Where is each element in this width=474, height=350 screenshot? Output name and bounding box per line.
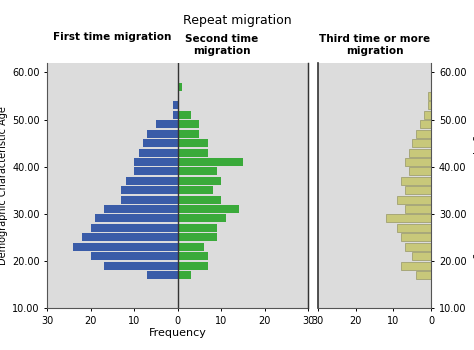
Bar	[173, 102, 178, 110]
Bar	[178, 224, 217, 232]
Bar	[178, 196, 221, 204]
Bar	[178, 215, 226, 223]
Bar	[82, 233, 178, 242]
Bar	[397, 196, 431, 204]
Bar	[401, 261, 431, 270]
Bar	[428, 92, 431, 100]
Bar	[134, 167, 178, 175]
Bar	[386, 215, 431, 223]
Bar	[126, 177, 178, 185]
Bar	[178, 177, 221, 185]
Y-axis label: Demographic Characteristic Age: Demographic Characteristic Age	[472, 106, 474, 265]
Bar	[139, 148, 178, 156]
Bar	[401, 233, 431, 242]
Bar	[424, 111, 431, 119]
Bar	[121, 196, 178, 204]
Bar	[420, 120, 431, 128]
Bar	[178, 148, 208, 156]
Bar	[121, 186, 178, 194]
Bar	[178, 252, 208, 260]
Bar	[104, 261, 178, 270]
Bar	[95, 215, 178, 223]
Bar	[178, 243, 204, 251]
Bar	[412, 139, 431, 147]
Bar	[178, 130, 200, 138]
Bar	[178, 83, 182, 91]
Bar	[104, 205, 178, 213]
Bar	[178, 205, 238, 213]
Bar	[178, 186, 212, 194]
Bar	[401, 177, 431, 185]
Bar	[178, 261, 208, 270]
Bar	[178, 233, 217, 242]
Bar	[397, 224, 431, 232]
Bar	[156, 120, 178, 128]
Bar	[91, 252, 178, 260]
Bar	[143, 139, 178, 147]
Bar	[178, 139, 208, 147]
Bar	[428, 102, 431, 110]
Bar	[134, 158, 178, 166]
Bar	[405, 243, 431, 251]
Bar	[409, 167, 431, 175]
Bar	[73, 243, 178, 251]
Bar	[178, 120, 200, 128]
Bar	[416, 130, 431, 138]
Bar	[173, 111, 178, 119]
Bar	[147, 130, 178, 138]
Bar	[412, 252, 431, 260]
X-axis label: Frequency: Frequency	[149, 328, 207, 338]
Bar	[178, 271, 191, 279]
Bar	[147, 271, 178, 279]
Bar	[416, 271, 431, 279]
Text: Second time
migration: Second time migration	[185, 34, 259, 56]
Text: First time migration: First time migration	[54, 32, 172, 42]
Bar	[405, 158, 431, 166]
Text: Third time or more
migration: Third time or more migration	[319, 34, 430, 56]
Y-axis label: Demographic Characteristic Age: Demographic Characteristic Age	[0, 106, 8, 265]
Bar	[405, 186, 431, 194]
Text: Repeat migration: Repeat migration	[182, 14, 292, 27]
Bar	[178, 167, 217, 175]
Bar	[409, 148, 431, 156]
Bar	[91, 224, 178, 232]
Bar	[178, 111, 191, 119]
Bar	[178, 158, 243, 166]
Bar	[405, 205, 431, 213]
